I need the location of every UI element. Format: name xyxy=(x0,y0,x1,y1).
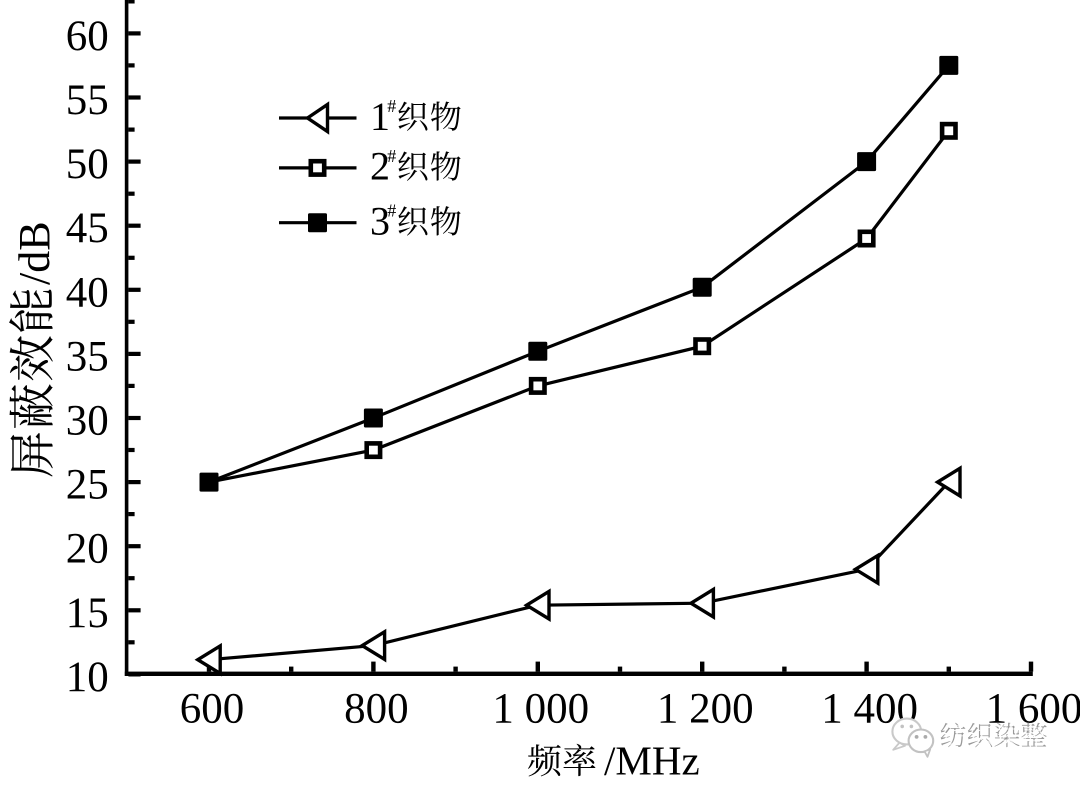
svg-text:3: 3 xyxy=(370,199,390,244)
svg-text:35: 35 xyxy=(66,333,109,380)
svg-text:45: 45 xyxy=(66,205,109,252)
svg-text:1 000: 1 000 xyxy=(492,686,589,733)
svg-text:/MHz: /MHz xyxy=(604,738,700,784)
svg-text:25: 25 xyxy=(66,462,109,509)
svg-text:1 200: 1 200 xyxy=(657,686,754,733)
svg-text:2: 2 xyxy=(370,144,390,189)
svg-text:60: 60 xyxy=(66,13,109,60)
svg-text:1: 1 xyxy=(370,94,390,139)
svg-text:800: 800 xyxy=(344,686,409,733)
svg-text:30: 30 xyxy=(66,398,109,445)
svg-text:#: # xyxy=(387,96,396,116)
svg-text:#: # xyxy=(387,146,396,166)
svg-text:15: 15 xyxy=(66,590,109,637)
svg-text:20: 20 xyxy=(66,526,109,573)
svg-text:/dB: /dB xyxy=(10,221,59,285)
svg-text:55: 55 xyxy=(66,77,109,124)
svg-text:50: 50 xyxy=(66,141,109,188)
svg-text:600: 600 xyxy=(180,686,245,733)
svg-text:40: 40 xyxy=(66,269,109,316)
svg-text:10: 10 xyxy=(66,654,109,701)
svg-text:#: # xyxy=(387,201,396,221)
